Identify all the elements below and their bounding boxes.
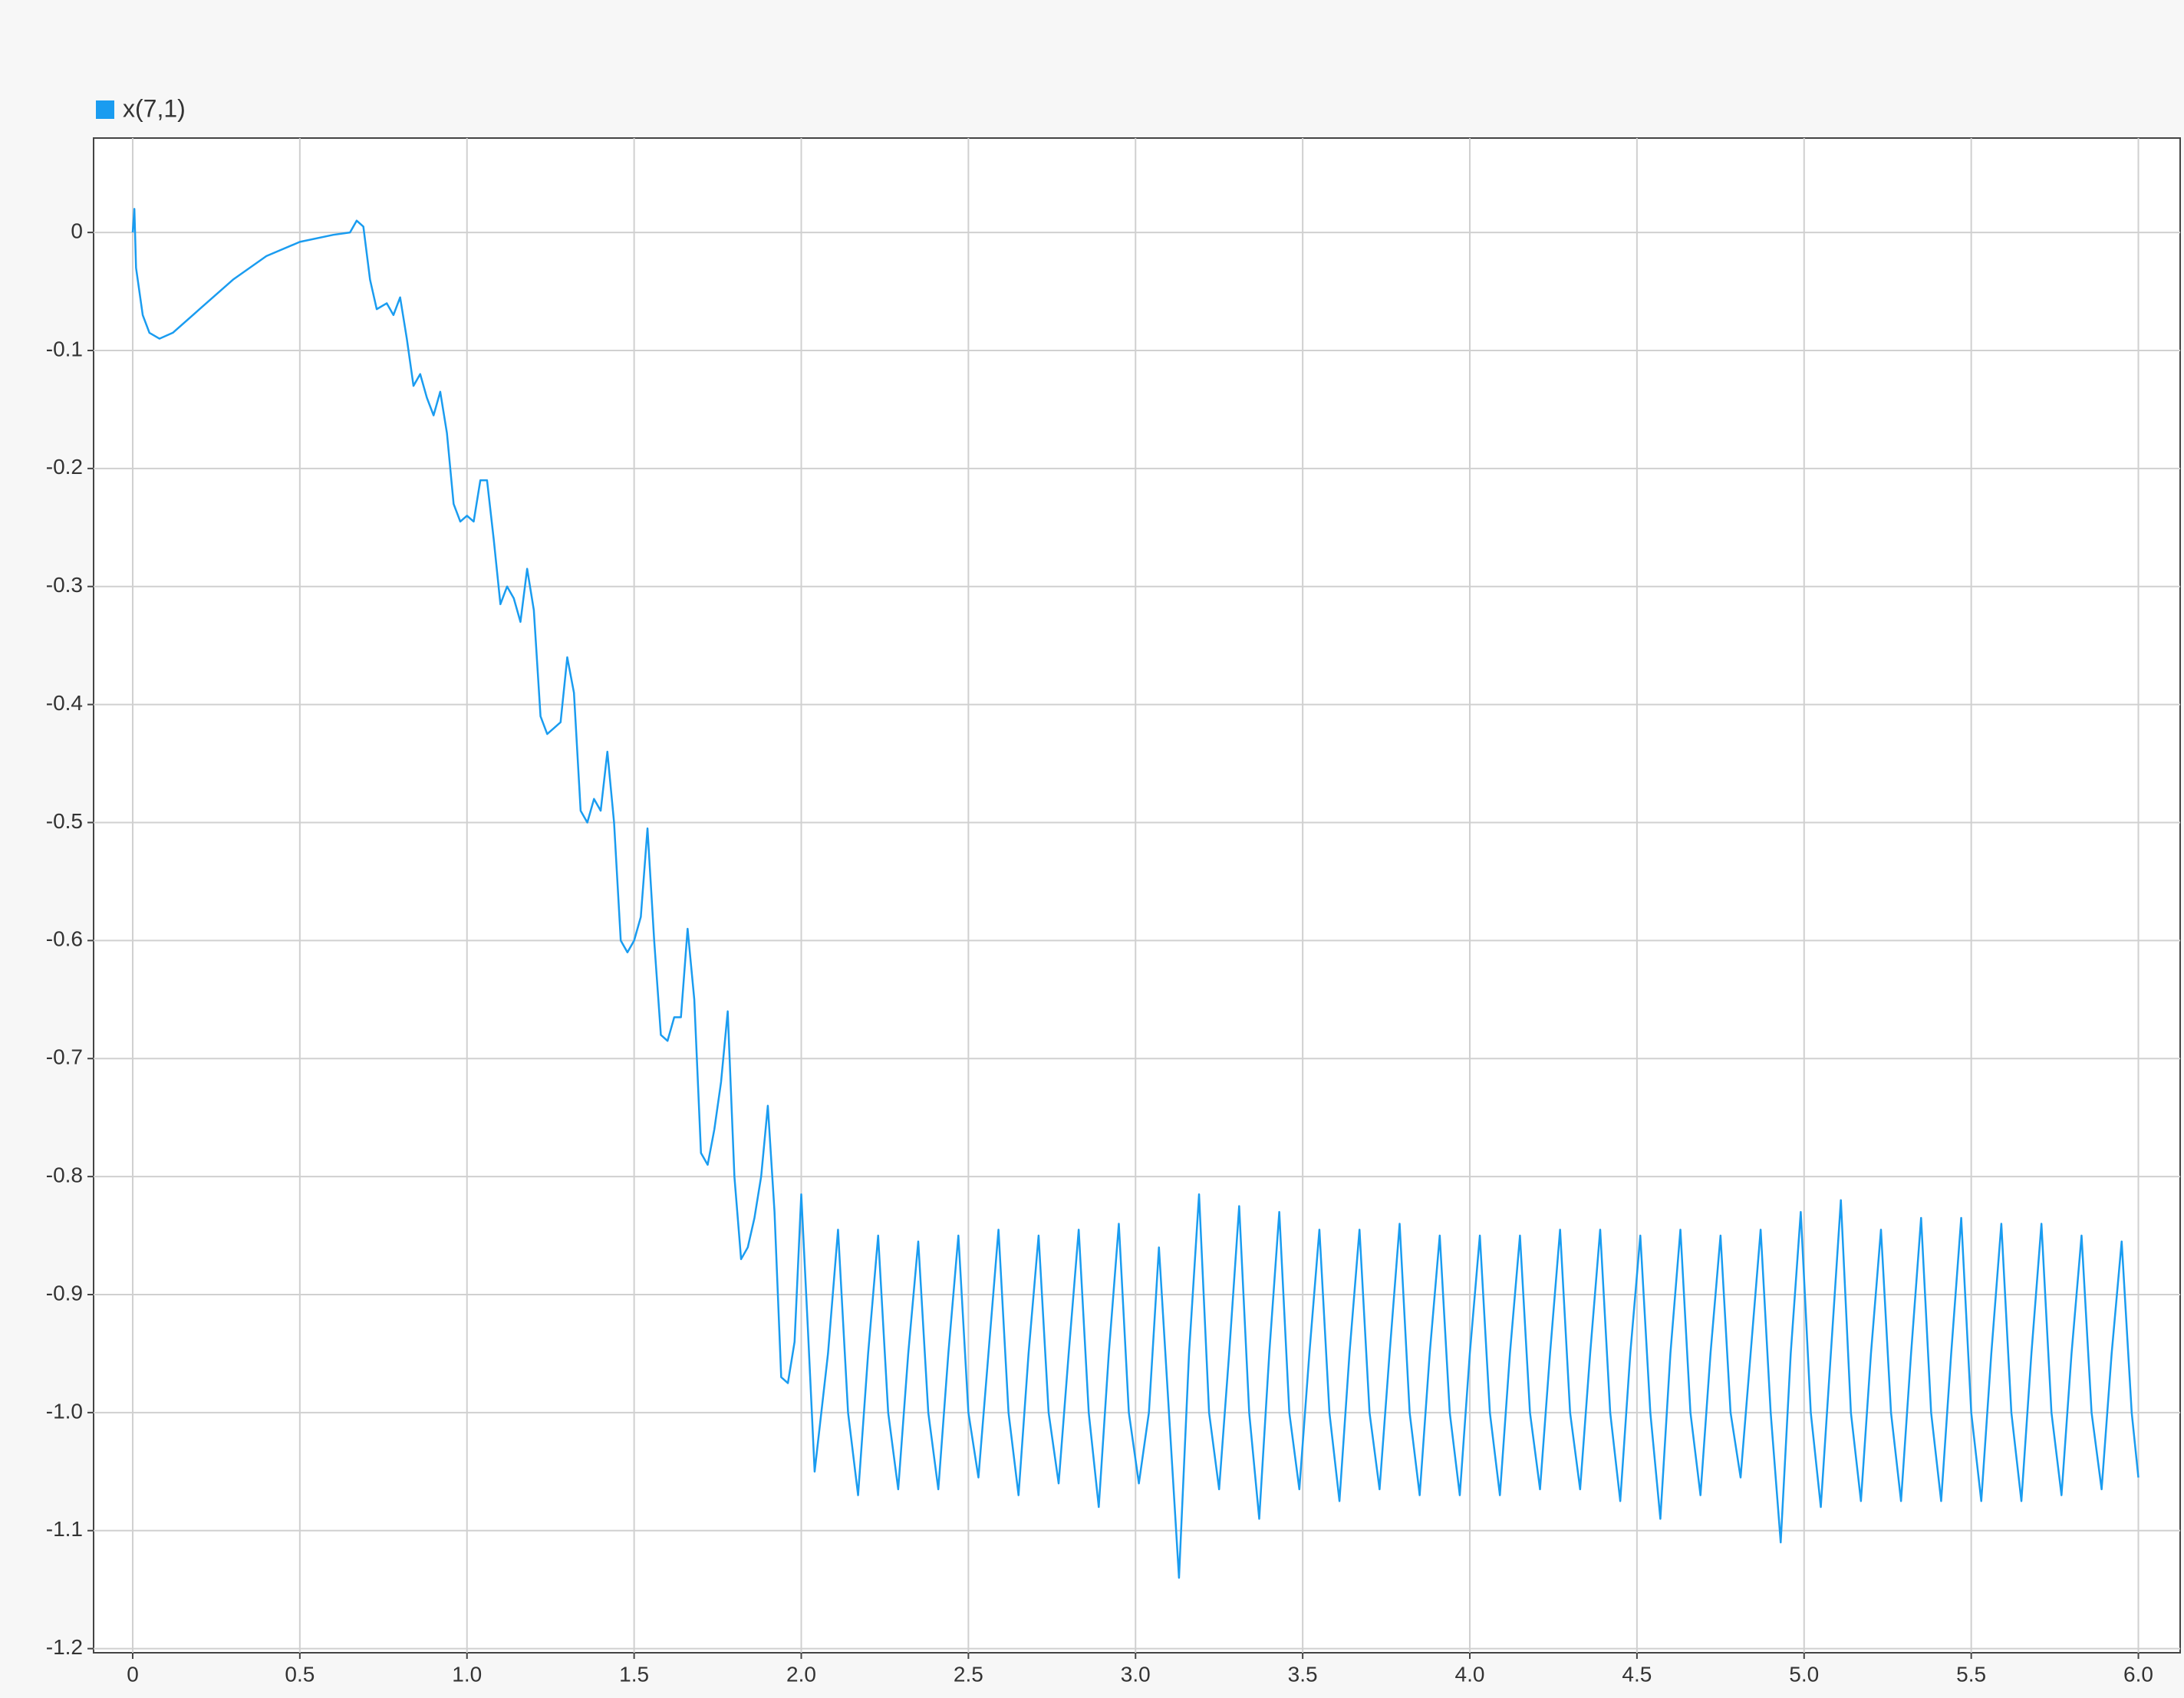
plot-area	[93, 137, 2181, 1654]
legend-label: x(7,1)	[123, 94, 186, 122]
x-tick-label: 4.0	[1455, 1662, 1485, 1686]
x-tick-label: 2.0	[786, 1662, 816, 1686]
x-tick-label: 4.5	[1622, 1662, 1652, 1686]
y-tick-label: -0.1	[46, 337, 83, 360]
grid	[87, 138, 2180, 1659]
x-tick-label: 0	[127, 1662, 139, 1686]
y-tick-label: -0.5	[46, 809, 83, 833]
x-tick-label: 3.0	[1121, 1662, 1151, 1686]
y-tick-label: -0.7	[46, 1045, 83, 1069]
x-tick-label: 5.0	[1789, 1662, 1819, 1686]
y-tick-label: -1.2	[46, 1635, 83, 1659]
x-tick-label: 2.5	[954, 1662, 983, 1686]
y-tick-label: -0.9	[46, 1281, 83, 1305]
x-tick-label: 6.0	[2123, 1662, 2153, 1686]
x-tick-label: 5.5	[1956, 1662, 1986, 1686]
y-tick-label: -0.2	[46, 455, 83, 479]
y-tick-label: -0.3	[46, 573, 83, 597]
y-tick-label: -1.1	[46, 1517, 83, 1541]
data-line	[131, 208, 2140, 1579]
y-tick-label: -0.8	[46, 1163, 83, 1187]
y-tick-label: 0	[71, 219, 83, 242]
legend-swatch	[96, 100, 114, 119]
x-tick-label: 1.0	[452, 1662, 482, 1686]
x-tick-label: 0.5	[285, 1662, 315, 1686]
x-tick-label: 3.5	[1288, 1662, 1318, 1686]
x-tick-label: 1.5	[619, 1662, 649, 1686]
y-tick-label: -0.4	[46, 691, 83, 715]
marks	[131, 208, 2140, 1579]
y-tick-label: -0.6	[46, 927, 83, 951]
y-tick-label: -1.0	[46, 1399, 83, 1423]
